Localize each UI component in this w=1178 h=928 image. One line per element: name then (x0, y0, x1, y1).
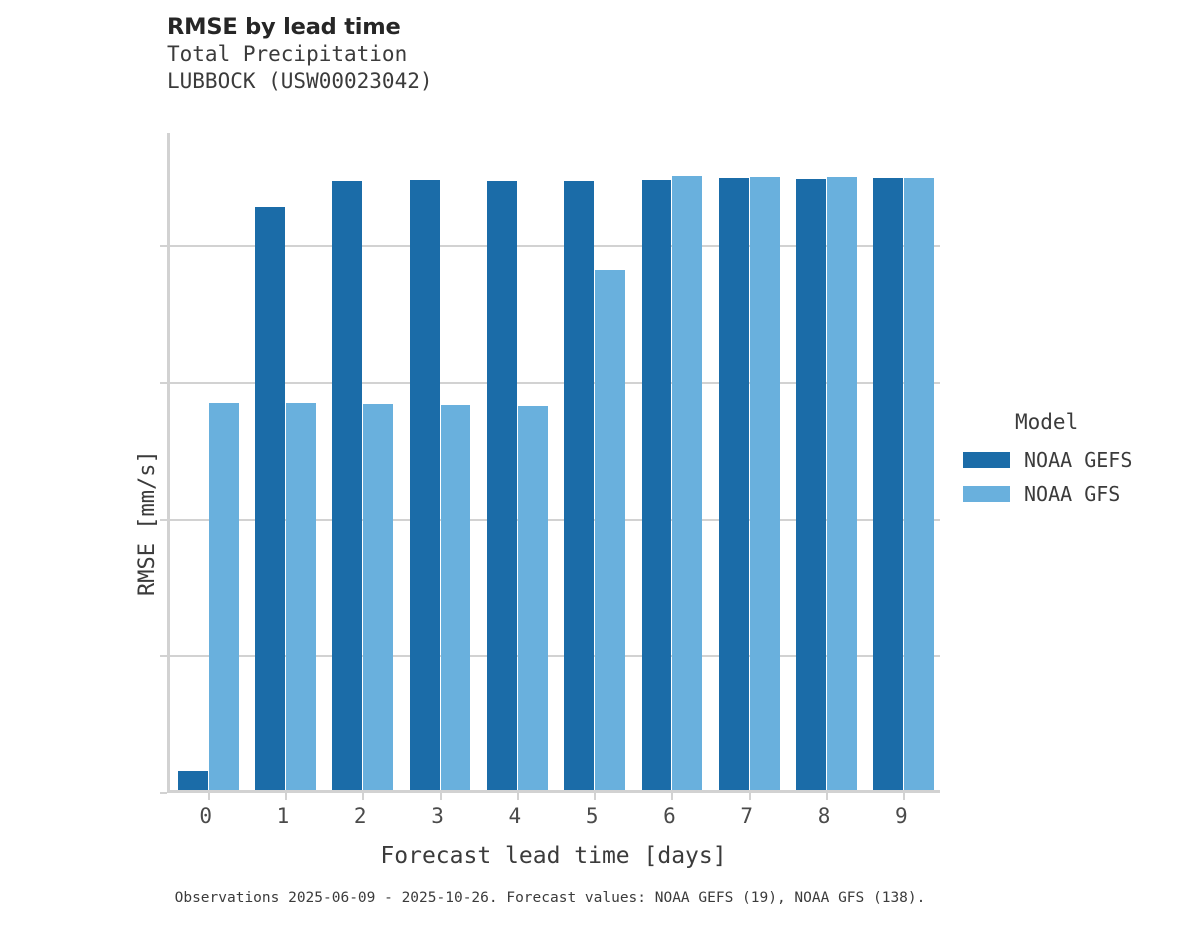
x-tick-mark (594, 793, 597, 800)
y-tick-mark (160, 518, 167, 521)
x-tick-mark (516, 793, 519, 800)
page-title: RMSE by lead time (167, 14, 401, 40)
chart-subtitle-station: LUBBOCK (USW00023042) (167, 68, 433, 93)
y-tick-mark (160, 245, 167, 248)
bar-noaa-gfs-lead-7[interactable] (749, 177, 780, 790)
x-tick-mark (671, 793, 674, 800)
y-tick-mark (160, 792, 167, 794)
figure-caption: Observations 2025-06-09 - 2025-10-26. Fo… (174, 890, 926, 906)
x-tick-label: 7 (740, 804, 754, 828)
bar-noaa-gfs-lead-5[interactable] (595, 269, 626, 790)
legend-item-noaa-gefs[interactable]: NOAA GEFS (963, 448, 1173, 472)
x-tick-label: 4 (508, 804, 522, 828)
y-axis-title: RMSE [mm/s] (135, 450, 160, 596)
x-tick-mark (748, 793, 751, 800)
bar-noaa-gefs-lead-1[interactable] (255, 206, 285, 790)
x-tick-label: 1 (276, 804, 290, 828)
x-tick-mark (362, 793, 365, 800)
legend-item-noaa-gfs[interactable]: NOAA GFS (963, 482, 1173, 506)
x-tick-label: 6 (663, 804, 676, 828)
bar-noaa-gfs-lead-3[interactable] (440, 404, 471, 790)
legend-label-gefs: NOAA GEFS (1024, 448, 1133, 472)
gridline (170, 655, 940, 658)
y-tick-mark (160, 655, 167, 658)
x-tick-label: 3 (431, 804, 444, 828)
bar-noaa-gefs-lead-2[interactable] (332, 180, 363, 790)
gridline (170, 245, 940, 248)
bar-noaa-gefs-lead-9[interactable] (873, 178, 904, 790)
legend-swatch-icon-gfs (963, 486, 1010, 502)
legend-title: Model (1015, 410, 1079, 434)
x-tick-mark (207, 793, 210, 800)
bar-noaa-gfs-lead-2[interactable] (363, 403, 394, 790)
bar-noaa-gefs-lead-3[interactable] (409, 180, 440, 790)
legend-swatch-icon-gefs (963, 452, 1010, 468)
x-tick-mark (826, 793, 829, 800)
x-tick-mark (439, 793, 442, 800)
x-tick-label: 2 (353, 804, 367, 828)
x-tick-label: 9 (895, 804, 908, 828)
x-tick-mark (903, 793, 906, 800)
plot-area: RMSE [mm/s] (135, 133, 940, 800)
y-tick-mark (160, 382, 167, 385)
x-tick-label: 8 (817, 804, 831, 828)
x-tick-mark (284, 793, 287, 800)
legend: Model NOAA GEFS NOAA GFS (963, 410, 1173, 516)
bar-noaa-gfs-lead-0[interactable] (208, 403, 239, 790)
bar-noaa-gefs-lead-0[interactable] (177, 770, 208, 790)
title-block: RMSE by lead time Total Precipitation LU… (167, 14, 927, 95)
x-tick-label: 0 (199, 804, 212, 828)
bar-noaa-gefs-lead-6[interactable] (641, 179, 672, 790)
x-axis-title: Forecast lead time [days] (380, 843, 727, 869)
chart-subtitle-variable: Total Precipitation (167, 41, 408, 66)
bar-noaa-gfs-lead-8[interactable] (827, 176, 857, 790)
bar-noaa-gfs-lead-6[interactable] (672, 176, 703, 790)
bar-noaa-gfs-lead-9[interactable] (904, 178, 935, 790)
bar-noaa-gfs-lead-4[interactable] (517, 406, 548, 790)
gridline (170, 382, 940, 385)
bar-noaa-gefs-lead-8[interactable] (796, 178, 827, 790)
bar-noaa-gefs-lead-5[interactable] (564, 181, 595, 790)
bar-noaa-gfs-lead-1[interactable] (285, 403, 316, 790)
gridline (170, 518, 940, 521)
legend-label-gfs: NOAA GFS (1024, 482, 1121, 506)
bar-noaa-gefs-lead-4[interactable] (486, 181, 517, 790)
x-tick-label: 5 (585, 804, 599, 828)
bar-noaa-gefs-lead-7[interactable] (718, 178, 749, 790)
